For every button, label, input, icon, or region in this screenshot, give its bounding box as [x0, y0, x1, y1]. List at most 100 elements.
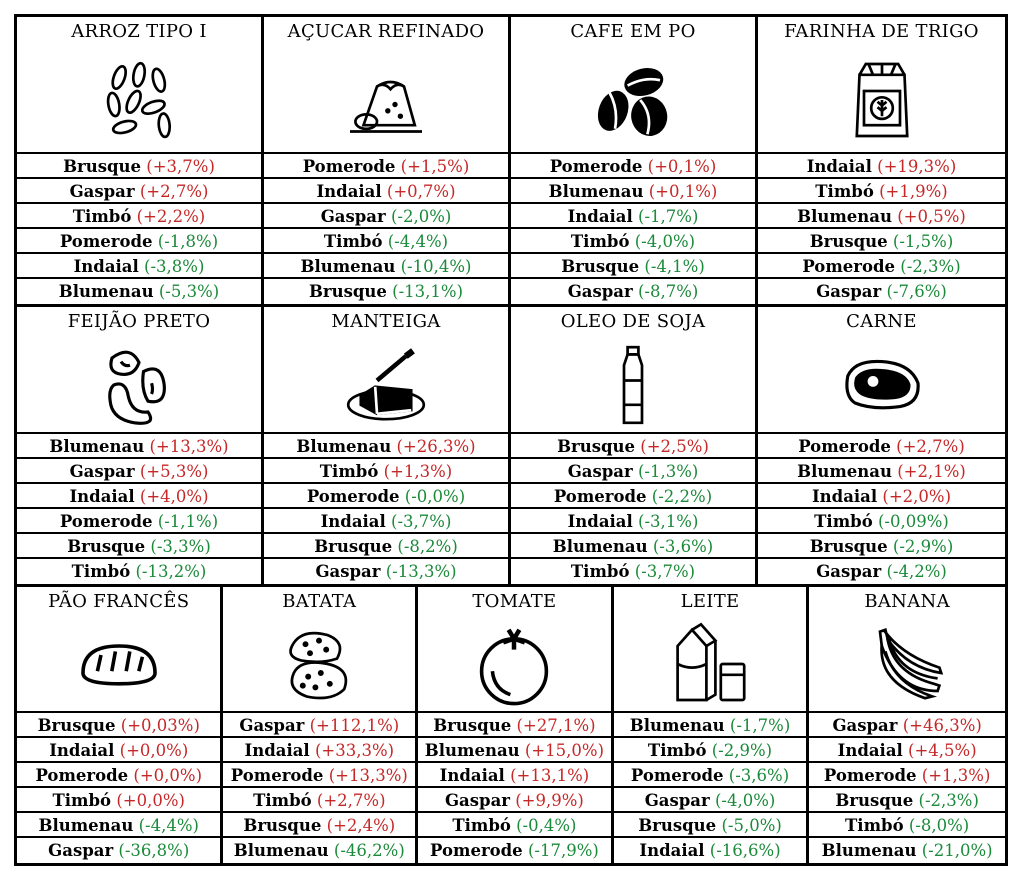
variation-down: (-4,4%) [387, 232, 449, 251]
variation-down: (-4,1%) [644, 257, 705, 276]
variation-up: (+0,1%) [647, 157, 717, 176]
city-name: Indaial [69, 487, 135, 506]
oil-bottle-icon [622, 345, 644, 424]
variation-up: (+2,7%) [139, 182, 209, 201]
variation-down: (-3,7%) [391, 512, 452, 531]
city-variation-row: Timbó (-4,0%) [511, 229, 755, 254]
city-name: Brusque [835, 791, 914, 810]
bread-icon [80, 644, 157, 686]
city-name: Brusque [809, 537, 888, 556]
city-name: Brusque [638, 816, 717, 835]
city-name: Pomerode [630, 766, 724, 785]
city-name: Gaspar [567, 462, 633, 481]
city-variation-row: Pomerode (+1,5%) [264, 154, 508, 179]
variation-down: (-2,3%) [918, 791, 979, 810]
city-variation-row: Timbó (-8,0%) [809, 813, 1005, 838]
city-variation-row: Indaial (-1,7%) [511, 204, 755, 229]
rice-icon [106, 61, 172, 138]
city-name: Blumenau [797, 462, 892, 481]
city-variation-row: Timbó (+1,9%) [758, 179, 1005, 204]
city-variation-row: Timbó (-13,2%) [17, 559, 261, 584]
variation-down: (-13,3%) [385, 562, 457, 581]
city-name: Pomerode [306, 487, 400, 506]
city-variation-row: Indaial (+4,0%) [17, 484, 261, 509]
variation-up: (+0,0%) [119, 741, 189, 760]
butter-icon [346, 347, 426, 421]
variation-down: (-2,3%) [900, 257, 961, 276]
product-panel: CARNE Pomerode (+2,7%) Blumenau (+2,1%) Ind… [758, 307, 1005, 584]
city-name: Timbó [570, 562, 630, 581]
variation-up: (+0,7%) [386, 182, 456, 201]
variation-down: (-7,6%) [886, 282, 947, 301]
variation-down: (-4,2%) [886, 562, 947, 581]
product-panel: CAFE EM PO Pomerode (+0,1%) Blumenau (+0,1… [511, 17, 758, 304]
city-variation-row: Brusque (-1,5%) [758, 229, 1005, 254]
variation-down: (-3,7%) [634, 562, 696, 581]
variation-down: (-3,1%) [638, 512, 699, 531]
city-name: Pomerode [59, 512, 153, 531]
city-variation-row: Blumenau (+13,3%) [17, 434, 261, 459]
city-name: Brusque [243, 816, 322, 835]
city-variation-row: Indaial (+4,5%) [809, 738, 1005, 763]
sugar-icon [350, 80, 422, 133]
city-variation-row: Gaspar (-36,8%) [17, 838, 220, 863]
city-variation-row: Blumenau (-46,2%) [223, 838, 415, 863]
city-variation-row: Pomerode (+13,3%) [223, 763, 416, 788]
city-name: Indaial [639, 841, 705, 860]
city-variation-row: Pomerode (+0,1%) [511, 154, 755, 179]
product-panel: TOMATE Brusque (+27,1%) Blumenau (+15,0%) I… [418, 587, 614, 863]
variation-down: (-17,9%) [527, 841, 599, 860]
product-title: MANTEIGA [331, 311, 441, 332]
city-variation-row: Brusque (-8,2%) [264, 534, 508, 559]
city-name: Timbó [52, 791, 112, 810]
city-name: Indaial [316, 182, 382, 201]
variation-up: (+0,1%) [648, 182, 718, 201]
city-name: Indaial [73, 257, 139, 276]
variation-down: (-1,3%) [637, 462, 699, 481]
city-variation-row: Gaspar (-8,7%) [511, 279, 755, 304]
city-name: Timbó [814, 512, 873, 531]
city-name: Blumenau [49, 437, 145, 456]
variation-down: (-21,0%) [921, 841, 993, 860]
city-name: Gaspar [816, 562, 882, 581]
coffee-beans-icon [597, 67, 668, 136]
city-variation-row: Pomerode (-1,8%) [17, 229, 261, 254]
city-name: Brusque [314, 537, 393, 556]
city-variation-row: Timbó (-2,9%) [613, 738, 807, 763]
product-image [809, 617, 1005, 713]
variation-up: (+13,3%) [328, 766, 408, 785]
grid-row-1: ARROZ TIPO I Brusque (+3,7%) Gaspar (+2,7%… [17, 17, 1005, 307]
city-name: Indaial [439, 766, 505, 785]
city-name: Brusque [37, 716, 116, 735]
variation-down: (-13,2%) [135, 562, 207, 581]
product-title: BATATA [282, 591, 357, 612]
city-variation-row: Gaspar (-13,3%) [264, 559, 508, 584]
product-image [613, 617, 807, 713]
variation-down: (-13,1%) [392, 282, 464, 301]
city-variation-row: Blumenau (-3,6%) [511, 534, 755, 559]
city-name: Timbó [71, 562, 131, 581]
city-variation-row: Indaial (+0,0%) [17, 738, 221, 763]
city-name: Gaspar [69, 182, 135, 201]
variation-down: (-5,0%) [721, 816, 782, 835]
variation-up: (+4,5%) [908, 741, 977, 760]
variation-up: (+0,5%) [897, 207, 966, 226]
city-variation-row: Blumenau (-1,7%) [613, 713, 807, 738]
city-name: Indaial [320, 512, 386, 531]
city-variation-row: Gaspar (+2,7%) [17, 179, 261, 204]
variation-up: (+1,3%) [383, 462, 453, 481]
grid-row-2: FEIJÃO PRETO Blumenau (+13,3%) Gaspar (+5,… [17, 307, 1005, 587]
city-name: Blumenau [233, 841, 329, 860]
variation-down: (-0,0%) [404, 487, 466, 506]
city-variation-row: Indaial (+2,0%) [758, 484, 1005, 509]
product-panel: AÇUCAR REFINADO Pomerode (+1,5%) Indaial (… [264, 17, 511, 304]
variation-down: (-8,7%) [637, 282, 699, 301]
city-name: Pomerode [230, 766, 324, 785]
city-variation-row: Blumenau (+0,1%) [511, 179, 755, 204]
product-panel: LEITE Blumenau (-1,7%) Timbó (-2,9%) Pomero… [613, 587, 810, 863]
city-name: Brusque [433, 716, 512, 735]
city-variation-row: Blumenau (-4,4%) [17, 813, 221, 838]
variation-down: (-8,0%) [908, 816, 970, 835]
variation-up: (+9,9%) [515, 791, 584, 810]
city-name: Gaspar [69, 462, 135, 481]
